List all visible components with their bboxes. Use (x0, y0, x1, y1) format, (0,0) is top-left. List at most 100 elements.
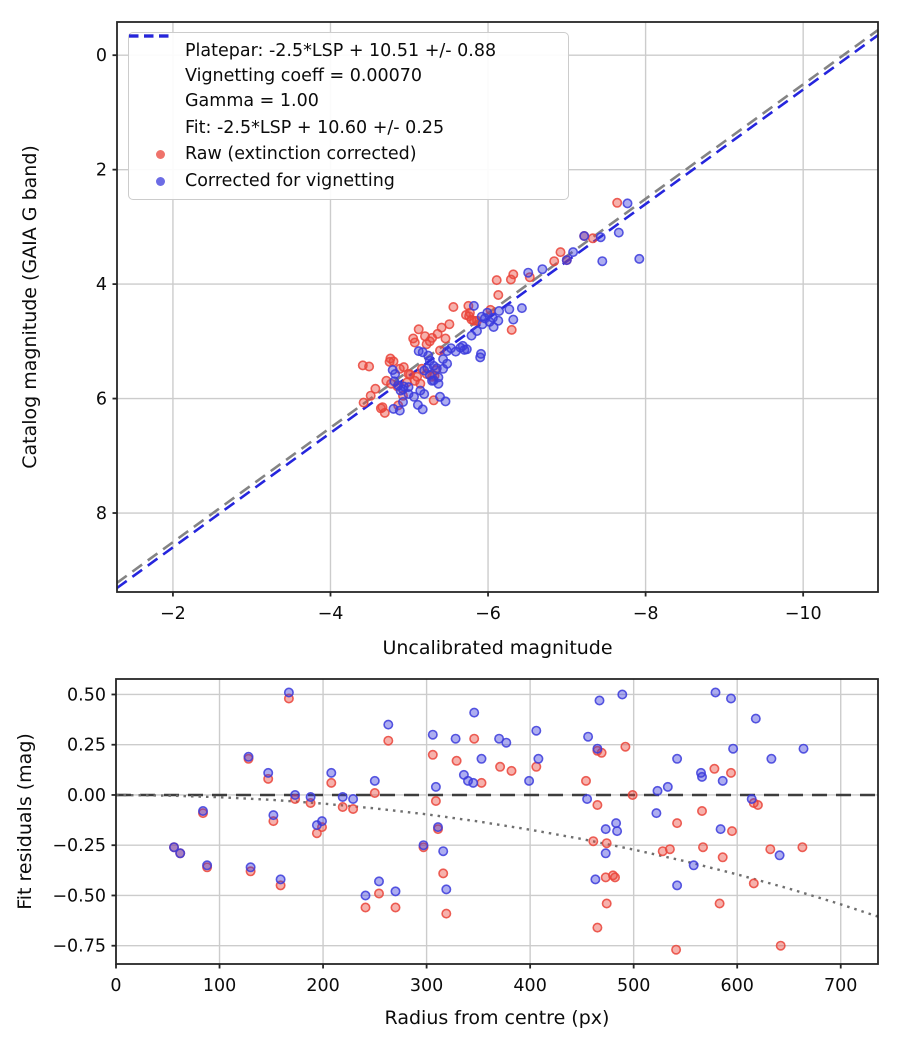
scatter-point-raw (664, 844, 675, 855)
scatter-point-raw (409, 375, 420, 386)
scatter-point-corrected (717, 775, 728, 786)
scatter-point-corrected (390, 368, 401, 379)
scatter-point-corrected (263, 767, 274, 778)
scatter-point-corrected (430, 781, 441, 792)
scatter-point-corrected (725, 693, 736, 704)
scatter-point-corrected (766, 753, 777, 764)
y-tick-label: 0.50 (67, 685, 106, 705)
scatter-point-raw (438, 868, 449, 879)
scatter-point-raw (775, 940, 786, 951)
x-tick-label: 700 (824, 976, 857, 996)
scatter-point-corrected (243, 751, 254, 762)
scatter-point-raw (451, 755, 462, 766)
scatter-point-corrected (594, 695, 605, 706)
scatter-point-raw (427, 749, 438, 760)
x-tick-label: −6 (475, 604, 501, 624)
legend-label-line: Platepar: -2.5*LSP + 10.51 +/- 0.88 (185, 40, 497, 61)
scatter-point-corrected (408, 391, 419, 402)
legend-row: Corrected for vignetting (135, 169, 558, 194)
scatter-point-corrected (501, 737, 512, 748)
scatter-point-raw (364, 361, 375, 372)
legend-label-line: Raw (extinction corrected) (185, 144, 417, 165)
x-tick-label: 500 (617, 976, 650, 996)
scatter-point-corrected (622, 198, 633, 209)
scatter-point-raw (726, 826, 737, 837)
legend-dot-sample-icon (135, 150, 185, 160)
scatter-point-corrected (568, 247, 579, 258)
scatter-point-raw (748, 878, 759, 889)
scatter-point-raw (421, 339, 432, 350)
scatter-point-corrected (746, 793, 757, 804)
x-tick-label: −4 (318, 604, 344, 624)
scatter-point-raw (717, 852, 728, 863)
scatter-point-corrected (440, 396, 451, 407)
scatter-point-corrected (595, 232, 606, 243)
scatter-point-raw (444, 319, 455, 330)
scatter-point-corrected (326, 767, 337, 778)
x-tick-label: 300 (410, 976, 443, 996)
scatter-point-corrected (417, 404, 428, 415)
scatter-point-raw (413, 324, 424, 335)
scatter-point-raw (360, 902, 371, 913)
plot-border (115, 678, 879, 965)
scatter-point-corrected (531, 725, 542, 736)
scatter-point-raw (377, 402, 388, 413)
scatter-point-corrected (427, 729, 438, 740)
scatter-point-corrected (537, 264, 548, 275)
y-tick-label: 2 (96, 161, 107, 181)
scatter-point-corrected (475, 348, 486, 359)
legend: Platepar: -2.5*LSP + 10.51 +/- 0.88 Vigne… (128, 32, 569, 200)
scatter-point-raw (506, 324, 517, 335)
scatter-point-corrected (397, 396, 408, 407)
scatter-point-raw (714, 898, 725, 909)
scatter-point-corrected (305, 791, 316, 802)
scatter-point-corrected (612, 826, 623, 837)
legend-row: Fit: -2.5*LSP + 10.60 +/- 0.25 (129, 34, 558, 141)
scatter-point-corrected (494, 733, 505, 744)
x-tick-label: 100 (203, 976, 236, 996)
legend-label: Platepar: -2.5*LSP + 10.51 +/- 0.88 Vigne… (185, 39, 496, 114)
scatter-point-raw (555, 247, 566, 258)
scatter-point-corrected (583, 731, 594, 742)
platepar-line (116, 28, 879, 584)
scatter-point-raw (409, 337, 420, 348)
scatter-point-corrected (418, 840, 429, 851)
scatter-point-corrected (592, 743, 603, 754)
y-tick-label: −0.25 (52, 836, 106, 856)
scatter-point-raw (469, 733, 480, 744)
vignetting-model-curve (115, 793, 879, 918)
legend-row: Raw (extinction corrected) (135, 142, 558, 167)
legend-label: Fit: -2.5*LSP + 10.60 +/- 0.25 (185, 116, 444, 141)
scatter-point-corrected (383, 719, 394, 730)
scatter-point-raw (506, 765, 517, 776)
scatter-point-raw (373, 888, 384, 899)
scatter-point-corrected (348, 793, 359, 804)
y-tick-label: 0.00 (67, 786, 106, 806)
x-tick-label: −10 (785, 604, 822, 624)
scatter-point-raw (505, 274, 516, 285)
axis-x-label: Uncalibrated magnitude (382, 637, 612, 659)
scatter-point-raw (441, 908, 452, 919)
fit-line (116, 34, 879, 590)
y-tick-label: 0.25 (67, 736, 106, 756)
scatter-point-corrected (438, 354, 449, 365)
legend-label: Raw (extinction corrected) (185, 142, 417, 167)
scatter-point-raw (765, 844, 776, 855)
scatter-point-raw (580, 775, 591, 786)
scatter-point-raw (620, 741, 631, 752)
legend-label: Corrected for vignetting (185, 169, 395, 194)
scatter-point-raw (601, 838, 612, 849)
scatter-point-corrected (523, 267, 534, 278)
scatter-point-corrected (774, 850, 785, 861)
scatter-point-corrected (388, 403, 399, 414)
scatter-point-corrected (494, 305, 505, 316)
scatter-point-corrected (461, 344, 472, 355)
scatter-point-corrected (468, 300, 479, 311)
scatter-point-corrected (369, 775, 380, 786)
legend-label-line: Gamma = 1.00 (185, 90, 319, 111)
scatter-point-raw (696, 805, 707, 816)
scatter-point-corrected (488, 321, 499, 332)
legend-label-line: Corrected for vignetting (185, 171, 395, 192)
legend-label-line: Fit: -2.5*LSP + 10.60 +/- 0.25 (185, 117, 445, 138)
